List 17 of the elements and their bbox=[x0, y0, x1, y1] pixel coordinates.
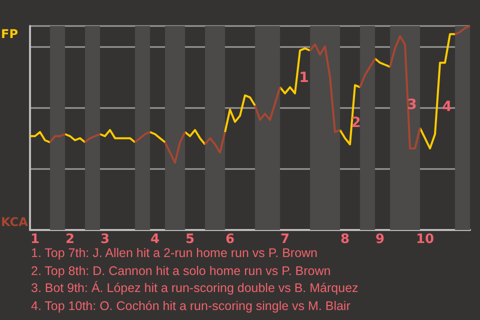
text: 2. Top 8th: D. Cannon hit a solo home run vs P. Brown bbox=[31, 262, 332, 280]
x-tick-label: 7 bbox=[280, 232, 290, 247]
x-tick-label: 10 bbox=[416, 232, 434, 247]
text: 1. Top 7th: J. Allen hit a 2-run home run vs P. Brown bbox=[31, 246, 318, 260]
text: 4. Top 10th: O. Cochón hit a run-scoring single vs M. Blair bbox=[31, 298, 352, 315]
annotation: 1 bbox=[299, 70, 309, 86]
x-tick-label: 5 bbox=[185, 232, 195, 247]
x-tick-label: 2 bbox=[65, 232, 75, 247]
text: 3. Bot 9th: Á. López hit a run-scoring double vs B. Márquez bbox=[31, 280, 358, 298]
x-tick-label: 4 bbox=[150, 232, 160, 247]
x-tick-label: 3 bbox=[100, 232, 110, 247]
text: FP bbox=[1, 27, 18, 41]
x-tick-label: 9 bbox=[375, 232, 385, 247]
x-tick-label: 1 bbox=[30, 232, 40, 247]
x-tick-label: 8 bbox=[340, 232, 350, 247]
text: KCA bbox=[1, 215, 28, 229]
x-tick-label: 6 bbox=[225, 232, 235, 247]
